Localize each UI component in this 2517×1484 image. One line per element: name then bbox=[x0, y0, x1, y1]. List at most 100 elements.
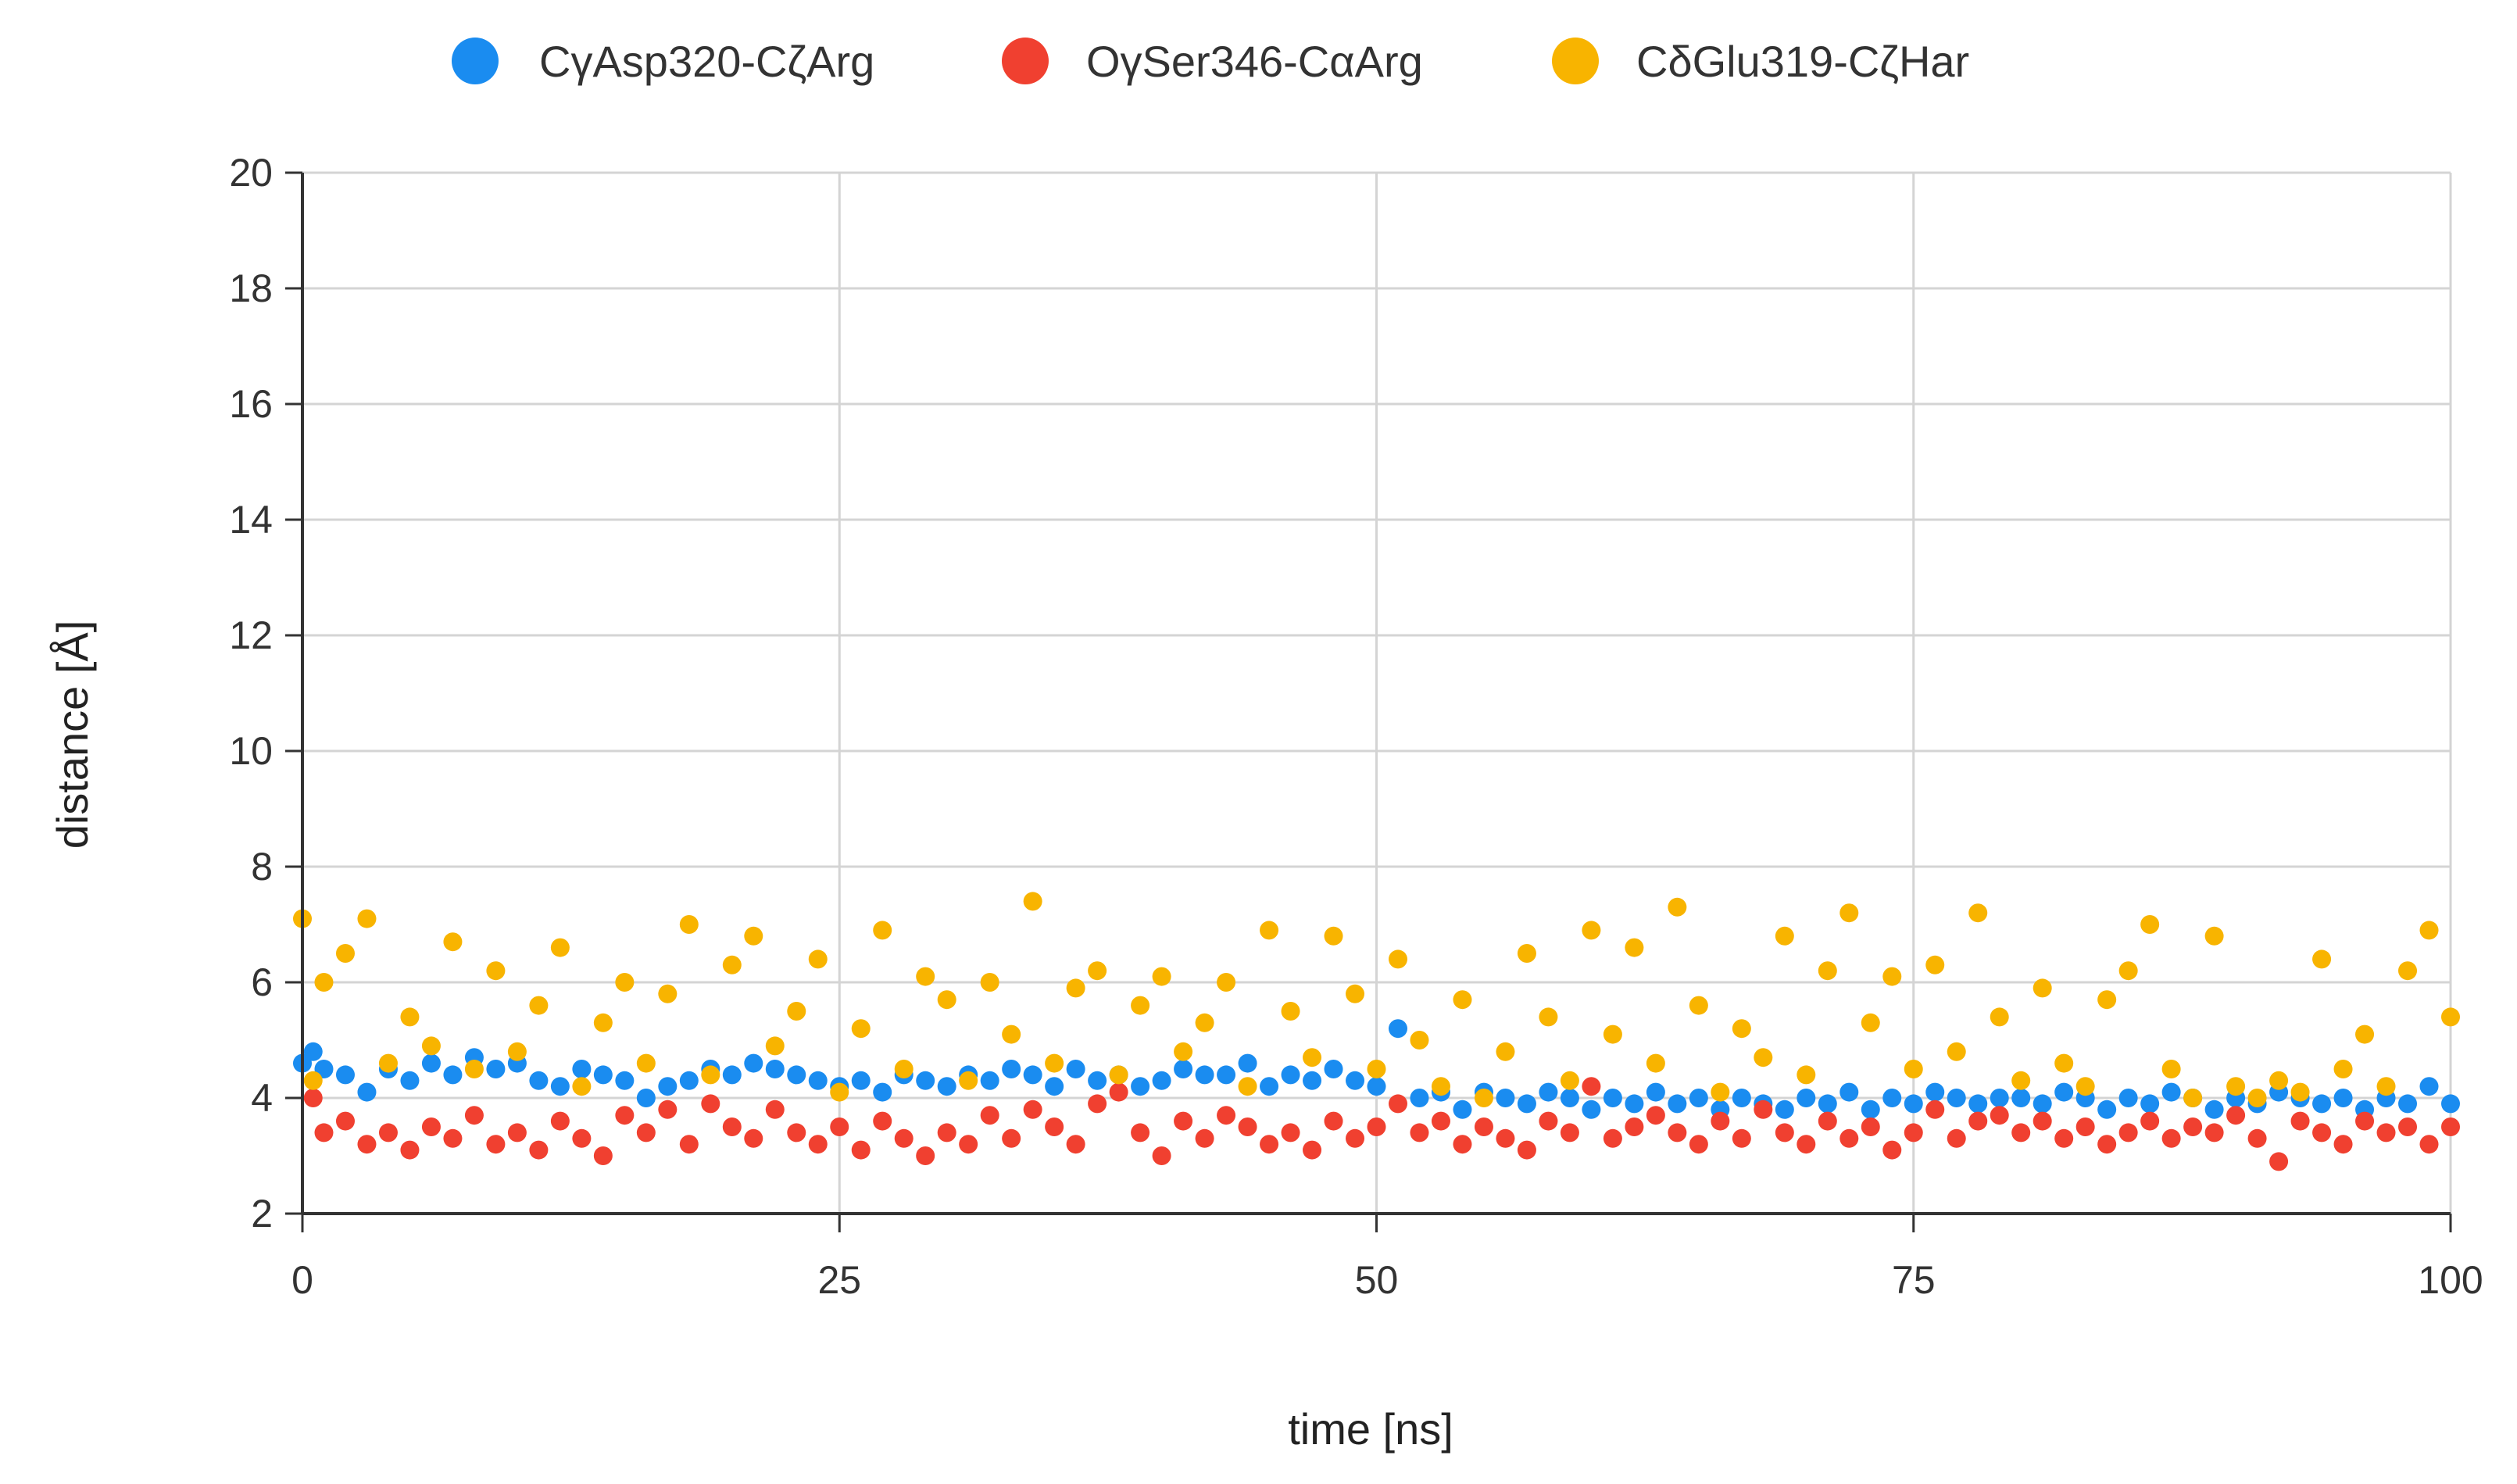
data-point bbox=[1925, 1100, 1945, 1119]
data-point bbox=[314, 1123, 334, 1143]
data-point bbox=[2333, 1089, 2353, 1107]
data-point bbox=[1324, 926, 1343, 946]
y-tick-label: 20 bbox=[229, 151, 273, 195]
data-point bbox=[1517, 1140, 1536, 1160]
legend-item-series-1[interactable]: CγAsp320-CζArg bbox=[452, 37, 874, 86]
data-point bbox=[1625, 1117, 1644, 1136]
x-tick-label: 25 bbox=[817, 1258, 861, 1302]
data-point bbox=[2419, 921, 2439, 940]
legend-marker-series-2 bbox=[1002, 38, 1049, 84]
data-point bbox=[1260, 1135, 1279, 1154]
data-point bbox=[529, 1140, 549, 1160]
data-point bbox=[1367, 1117, 1386, 1136]
data-point bbox=[1410, 1089, 1429, 1107]
x-tick-label: 50 bbox=[1355, 1258, 1399, 1302]
data-point bbox=[2097, 1135, 2117, 1154]
data-point bbox=[1324, 1111, 1343, 1131]
data-point bbox=[1496, 1089, 1515, 1107]
data-point bbox=[1217, 1106, 1236, 1125]
data-point bbox=[636, 1053, 656, 1073]
data-point bbox=[937, 1123, 956, 1143]
data-point bbox=[400, 1007, 420, 1027]
data-point bbox=[1775, 926, 1794, 946]
data-point bbox=[873, 1111, 892, 1131]
x-tick-label: 0 bbox=[291, 1258, 313, 1302]
data-point bbox=[2118, 961, 2138, 981]
data-point bbox=[507, 1123, 527, 1143]
data-point bbox=[1539, 1082, 1558, 1102]
data-point bbox=[679, 1071, 699, 1090]
data-point bbox=[2097, 1100, 2117, 1119]
data-point bbox=[1238, 1117, 1257, 1136]
data-point bbox=[421, 1117, 441, 1136]
data-point bbox=[1023, 1100, 1042, 1119]
data-point bbox=[572, 1060, 592, 1078]
data-point bbox=[1689, 996, 1708, 1015]
data-point bbox=[1303, 1140, 1322, 1160]
data-point bbox=[1646, 1053, 1665, 1073]
data-point bbox=[2269, 1152, 2289, 1171]
data-point bbox=[2140, 915, 2160, 934]
data-point bbox=[636, 1123, 656, 1143]
data-point bbox=[1560, 1123, 1579, 1143]
data-point bbox=[894, 1060, 913, 1078]
y-axis-title: distance [Å] bbox=[48, 620, 97, 849]
data-point bbox=[1109, 1082, 1128, 1102]
data-point bbox=[722, 1065, 742, 1085]
data-point bbox=[1388, 1019, 1407, 1039]
data-point bbox=[1775, 1123, 1794, 1143]
data-point bbox=[1968, 1094, 1988, 1114]
data-point bbox=[550, 1111, 570, 1131]
data-point bbox=[2419, 1077, 2439, 1096]
data-point bbox=[1496, 1042, 1515, 1061]
data-point bbox=[980, 1071, 999, 1090]
data-point bbox=[2419, 1135, 2439, 1154]
data-point bbox=[1582, 1077, 1601, 1096]
gridlines bbox=[302, 171, 2452, 1214]
data-point bbox=[314, 973, 334, 992]
data-point bbox=[1023, 892, 1042, 911]
data-point bbox=[808, 1071, 828, 1090]
data-point bbox=[1625, 938, 1644, 957]
data-point bbox=[765, 1060, 785, 1078]
data-point bbox=[2204, 926, 2224, 946]
data-point bbox=[303, 1071, 323, 1090]
legend-item-series-2[interactable]: OγSer346-CαArg bbox=[1002, 37, 1423, 86]
data-point bbox=[1775, 1100, 1794, 1119]
data-point bbox=[1388, 949, 1407, 969]
data-point bbox=[1968, 903, 1988, 923]
data-point bbox=[507, 1042, 527, 1061]
data-point bbox=[2140, 1111, 2160, 1131]
data-point bbox=[2204, 1100, 2224, 1119]
data-point bbox=[2333, 1060, 2353, 1078]
data-point bbox=[1882, 967, 1902, 986]
data-point bbox=[2398, 1094, 2418, 1114]
legend-item-series-3[interactable]: CδGlu319-CζHar bbox=[1552, 37, 1969, 86]
data-point bbox=[1346, 984, 1365, 1003]
data-point bbox=[2247, 1089, 2267, 1107]
data-point bbox=[443, 932, 463, 952]
data-point bbox=[1088, 961, 1107, 981]
data-point bbox=[2161, 1082, 2181, 1102]
data-point bbox=[1882, 1089, 1902, 1107]
data-point bbox=[593, 1013, 613, 1032]
data-point bbox=[464, 1060, 484, 1078]
data-point bbox=[2118, 1123, 2138, 1143]
data-point bbox=[550, 1077, 570, 1096]
data-point bbox=[2290, 1082, 2310, 1102]
data-point bbox=[1925, 955, 1945, 974]
data-point bbox=[1045, 1053, 1064, 1073]
y-tick-label: 4 bbox=[251, 1076, 273, 1120]
data-point bbox=[2226, 1106, 2246, 1125]
data-point bbox=[1689, 1135, 1708, 1154]
data-point bbox=[357, 909, 377, 928]
data-point bbox=[2011, 1123, 2031, 1143]
data-point bbox=[615, 973, 635, 992]
data-point bbox=[550, 938, 570, 957]
data-point bbox=[1689, 1089, 1708, 1107]
y-tick-label: 6 bbox=[251, 960, 273, 1004]
data-point bbox=[851, 1140, 871, 1160]
data-point bbox=[1904, 1094, 1923, 1114]
y-tick-label: 16 bbox=[229, 382, 273, 426]
data-point bbox=[2355, 1111, 2375, 1131]
